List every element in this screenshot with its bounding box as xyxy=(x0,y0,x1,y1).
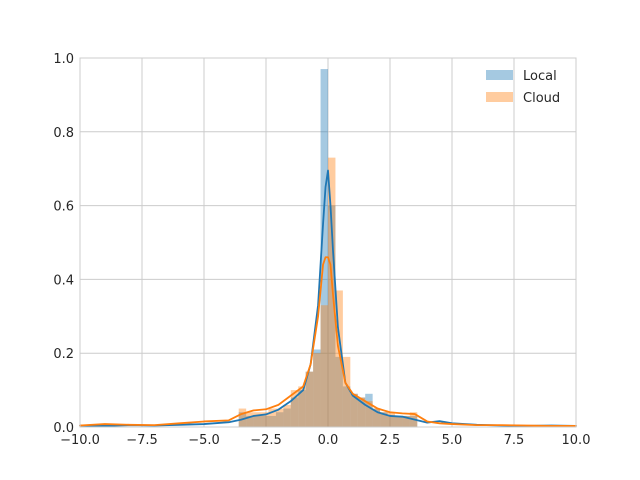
y-tick-label: 1.0 xyxy=(53,52,74,67)
histogram-bar xyxy=(342,356,351,427)
y-tick-label: 0.0 xyxy=(53,421,74,436)
histogram-bar xyxy=(335,290,343,427)
y-tick-label: 0.6 xyxy=(53,200,74,215)
histogram-bar xyxy=(298,390,306,427)
histogram-bar xyxy=(275,412,284,427)
histogram-bar xyxy=(283,404,291,427)
x-tick-label: 2.5 xyxy=(380,433,401,448)
x-tick-label: 5.0 xyxy=(442,433,463,448)
histogram-bar xyxy=(320,305,328,427)
histogram-bar xyxy=(253,412,262,427)
histogram-bar xyxy=(290,390,299,427)
histogram-bar xyxy=(387,412,395,427)
legend: Local Cloud xyxy=(486,69,560,106)
histogram-bar xyxy=(387,415,395,427)
histogram-bar xyxy=(246,412,254,427)
histogram-bar xyxy=(268,415,276,427)
histogram-bar xyxy=(275,408,284,427)
histogram-bar xyxy=(380,412,388,427)
x-tick-label: 0.0 xyxy=(318,433,339,448)
legend-label: Cloud xyxy=(523,91,560,106)
histogram-bar xyxy=(372,408,381,427)
histogram-bar xyxy=(409,415,418,427)
x-tick-label: −5.0 xyxy=(188,433,220,448)
histogram-bar xyxy=(261,415,269,427)
y-tick-label: 0.4 xyxy=(53,273,74,288)
plot-area: −10.0 −7.5 −5.0 −2.5 0.0 2.5 5.0 7.5 10.0 0.0 0.2 0… xyxy=(53,52,590,448)
histogram-bar xyxy=(305,371,314,427)
histogram-bar xyxy=(268,408,276,427)
histogram-bar xyxy=(335,356,343,427)
histogram-bar xyxy=(328,157,336,427)
histogram-bar xyxy=(350,393,358,427)
histogram-bar xyxy=(342,386,351,427)
histogram-bar xyxy=(320,69,328,427)
legend-label: Local xyxy=(523,69,557,84)
y-tick-label: 0.8 xyxy=(53,126,74,141)
x-tick-label: −2.5 xyxy=(250,433,282,448)
histogram-bar xyxy=(290,397,299,427)
x-tick-label: 10.0 xyxy=(562,433,591,448)
histogram-bar xyxy=(246,415,254,427)
histogram-bar xyxy=(365,401,373,427)
y-tick-label: 0.2 xyxy=(53,347,74,362)
x-tick-label: −7.5 xyxy=(126,433,158,448)
histogram-bar xyxy=(298,386,306,427)
histogram-bar xyxy=(261,412,269,427)
histogram-bar xyxy=(313,353,321,427)
x-tick-label: 7.5 xyxy=(504,433,525,448)
histogram-bar xyxy=(238,408,247,427)
legend-swatch xyxy=(486,92,513,102)
histogram-bar xyxy=(394,415,403,427)
legend-swatch xyxy=(486,70,513,80)
axes-frame xyxy=(79,57,577,428)
histogram-bar xyxy=(313,349,321,427)
histogram-bar xyxy=(283,408,291,427)
histogram-bar xyxy=(402,415,410,427)
histogram-bar xyxy=(365,393,373,427)
histogram-bar xyxy=(357,397,366,427)
kde-line-cloud xyxy=(79,256,577,427)
histogram-cloud xyxy=(238,157,418,427)
histogram-bar xyxy=(328,205,336,427)
kde-line-local xyxy=(79,169,577,427)
histogram-bar xyxy=(357,397,366,427)
histogram-local xyxy=(238,69,418,427)
x-tick-label: −10.0 xyxy=(60,433,100,448)
histogram-bar xyxy=(253,415,262,427)
histogram-bar xyxy=(402,415,410,427)
histogram-bar xyxy=(305,371,314,427)
histogram-bar xyxy=(372,408,381,427)
histogram-bar xyxy=(380,412,388,427)
histogram-bar xyxy=(394,415,403,427)
histogram-bar xyxy=(350,393,358,427)
